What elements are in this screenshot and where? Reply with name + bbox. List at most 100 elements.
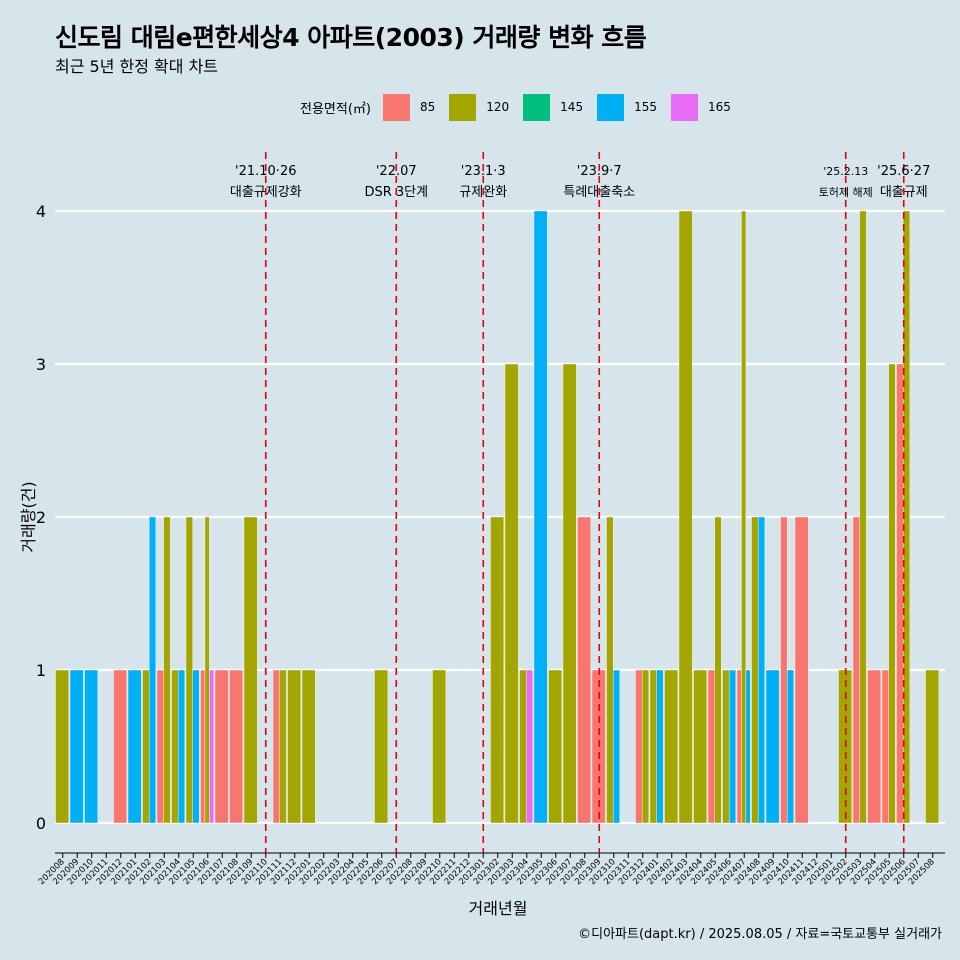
bar-202112-120: [287, 669, 302, 824]
bar-202401-120: [649, 669, 657, 824]
y-tick-label-1: 1: [36, 661, 46, 680]
bar-202312-85: [635, 669, 643, 824]
bar-202105-120: [185, 516, 193, 824]
legend-item-145: 145: [523, 93, 584, 121]
bar-202305-155: [533, 210, 548, 824]
bar-202102-120: [142, 669, 150, 824]
legend-swatch-145: [523, 93, 551, 121]
annotation-label-202207: DSR 3단계: [364, 185, 428, 200]
annotation-label-202309: 특례대출축소: [563, 185, 635, 200]
legend-label-165: 165: [707, 100, 731, 114]
bar-202404-120: [693, 669, 708, 824]
bar-202012-85: [113, 669, 128, 824]
bar-202408-120: [751, 516, 759, 824]
bar-202505-85: [881, 669, 889, 824]
bar-202101-155: [127, 669, 142, 824]
legend-item-155: 155: [597, 93, 657, 121]
bar-202504-85: [867, 669, 882, 824]
y-axis-title: 거래량(건): [19, 481, 38, 552]
y-tick-label-4: 4: [36, 202, 46, 221]
legend-swatch-120: [449, 93, 477, 121]
chart-subtitle: 최근 5년 한정 확대 차트: [55, 57, 219, 76]
bar-202410-155: [786, 669, 795, 824]
bar-202104-120: [171, 669, 179, 824]
bar-202403-120: [678, 210, 693, 824]
bar-202102-155: [148, 516, 157, 824]
bar-202310-155: [612, 669, 621, 824]
bar-202008-120: [55, 669, 70, 824]
bar-202106-85: [200, 669, 206, 824]
y-tick-label-3: 3: [36, 355, 46, 374]
annotation-label-202110: 대출규제강화: [230, 185, 302, 200]
bar-202503-85: [852, 516, 860, 824]
bar-202111-120: [279, 669, 287, 824]
bar-202103-85: [156, 669, 164, 824]
bar-202407-85: [736, 669, 742, 824]
annotation-date-202207: '22.07: [376, 164, 417, 179]
bar-202306-120: [548, 669, 563, 824]
annotation-date-202309: '23.9·7: [577, 164, 622, 179]
bar-202304-120: [519, 669, 527, 824]
legend-label-155: 155: [634, 100, 657, 114]
bar-202109-120: [243, 516, 258, 824]
bar-202405-120: [714, 516, 722, 824]
bar-202307-120: [562, 363, 577, 824]
legend-label-85: 85: [419, 100, 436, 114]
annotation-date-202110: '21.10·26: [235, 164, 296, 179]
bar-202407-155: [745, 669, 751, 824]
y-tick-label-2: 2: [36, 508, 46, 527]
bar-202408-155: [757, 516, 766, 824]
legend-title: 전용면적(㎡): [300, 101, 371, 117]
bar-202304-165: [525, 669, 534, 824]
bar-202506-85: [896, 363, 904, 824]
bar-202009-155: [69, 669, 84, 824]
bar-202406-120: [722, 669, 730, 824]
bar-202106-165: [209, 669, 215, 824]
annotation-label-202301: 규제완화: [459, 185, 507, 200]
bar-202010-155: [84, 669, 99, 824]
bar-202302-120: [490, 516, 505, 824]
legend-swatch-165: [670, 93, 698, 121]
legend-label-145: 145: [560, 100, 584, 114]
legend-swatch-155: [597, 93, 625, 121]
bar-202312-120: [641, 669, 650, 824]
legend-label-120: 120: [486, 100, 510, 114]
annotation-label-202506: 대출규제: [880, 185, 928, 200]
bar-202210-120: [432, 669, 447, 824]
legend-swatch-85: [382, 93, 410, 121]
bar-202406-155: [728, 669, 737, 824]
bar-202111-85: [272, 669, 280, 824]
x-axis-title: 거래년월: [469, 899, 528, 918]
legend: 전용면적(㎡) 85 120 145 155 165: [300, 92, 745, 122]
bar-202105-155: [192, 669, 200, 824]
legend-item-85: 85: [382, 93, 436, 121]
bar-202405-85: [707, 669, 715, 824]
annotation-date-202502: '25.2.13: [823, 165, 868, 178]
bar-202407-120: [741, 210, 747, 824]
annotation-date-202301: '23.1·3: [461, 164, 506, 179]
bar-202409-155: [765, 669, 780, 824]
annotation-date-202506: '25.6·27: [877, 164, 930, 179]
bar-202508-120: [925, 669, 940, 824]
source-caption: ©디아파트(dapt.kr) / 2025.08.05 / 자료=국토교통부 실…: [578, 927, 942, 942]
y-tick-label-0: 0: [36, 814, 46, 833]
bar-202310-120: [606, 516, 614, 824]
legend-item-165: 165: [670, 93, 731, 121]
bar-202308-85: [577, 516, 592, 824]
bar-202503-120: [859, 210, 867, 824]
bar-202303-120: [504, 363, 519, 824]
bar-202402-120: [664, 669, 679, 824]
bar-202401-155: [656, 669, 664, 824]
bar-202410-85: [780, 516, 788, 824]
bar-202201-120: [301, 669, 316, 824]
bar-202103-120: [163, 516, 171, 824]
annotation-label-202502: 토허제 해제: [819, 185, 873, 199]
bar-202505-120: [888, 363, 896, 824]
bar-202206-120: [374, 669, 389, 824]
bar-202107-85: [214, 669, 229, 824]
legend-item-120: 120: [449, 93, 510, 121]
bar-202106-120: [204, 516, 210, 824]
bar-202108-85: [229, 669, 244, 824]
bar-202411-85: [794, 516, 809, 824]
